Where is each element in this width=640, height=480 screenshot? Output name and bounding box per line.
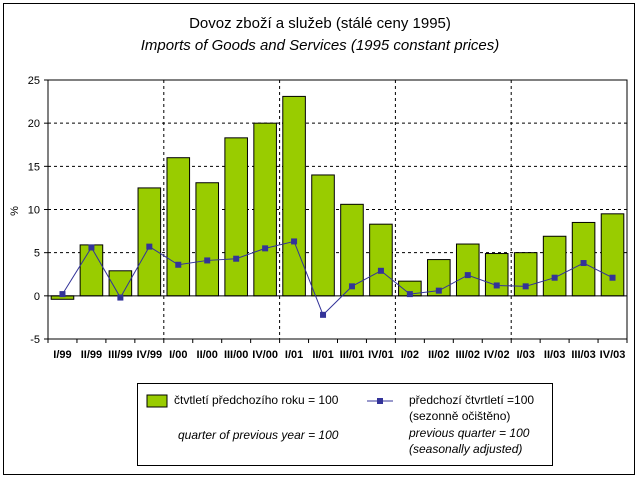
line-path [62, 240, 613, 316]
bar [253, 122, 277, 297]
line-point [377, 267, 384, 274]
x-tick-label: III/01 [340, 349, 364, 361]
axes [44, 79, 628, 343]
y-tick-labels: -5 0 5 10 15 20 25 [28, 75, 40, 346]
x-tick-label: I/02 [401, 349, 419, 361]
line-point [88, 244, 95, 251]
y-axis-label: % [9, 206, 21, 216]
x-tick-label: II/02 [428, 349, 449, 361]
bar [571, 221, 596, 297]
legend-bar-label: čtvtletí předchozího roku = 100 [174, 393, 339, 407]
legend-line-marker [377, 398, 383, 404]
line-point [204, 257, 211, 264]
chart-title: Dovoz zboží a služeb (stálé ceny 1995) [189, 15, 451, 32]
bar [600, 213, 625, 297]
y-tick-label: 15 [28, 161, 40, 173]
bar [484, 253, 509, 297]
bar [282, 95, 306, 297]
y-tick-label: 25 [28, 75, 40, 87]
legend-line-label: předchozí čtvrtletí =100 [409, 393, 535, 407]
y-tick-label: 10 [28, 205, 40, 217]
x-tick-label: II/00 [197, 349, 218, 361]
line-point [146, 243, 153, 250]
legend-bar-swatch [146, 394, 168, 408]
x-tick-label: III/03 [571, 349, 595, 361]
line-point [233, 255, 240, 262]
line-point [117, 294, 124, 301]
line-point [348, 283, 355, 290]
line-point [580, 260, 587, 267]
x-tick-label: II/99 [81, 349, 102, 361]
line-point [262, 245, 269, 252]
line-point [551, 274, 558, 281]
line-point [522, 283, 529, 290]
bar [166, 157, 191, 297]
line-series [59, 238, 616, 318]
x-tick-label: IV/99 [136, 349, 162, 361]
line-point [464, 272, 471, 279]
line-point [406, 291, 413, 298]
y-tick-label: -5 [30, 334, 40, 346]
bar [455, 243, 480, 297]
x-tick-label: I/01 [285, 349, 303, 361]
bar [79, 244, 104, 297]
x-tick-label: III/99 [108, 349, 132, 361]
x-tick-label: IV/00 [252, 349, 278, 361]
line-point [175, 261, 182, 268]
legend-bar-label-en: quarter of previous year = 100 [178, 428, 339, 442]
line-point [609, 274, 616, 281]
line-point [59, 291, 66, 298]
legend: čtvtletí předchozího roku = 100 quarter … [137, 383, 553, 466]
bar [195, 182, 220, 297]
x-tick-label: I/99 [53, 349, 71, 361]
y-tick-label: 0 [34, 291, 40, 303]
bar [542, 235, 567, 297]
bar-series [50, 95, 625, 300]
legend-line-label-2: (sezonně očištěno) [409, 409, 511, 423]
x-tick-label: IV/02 [484, 349, 510, 361]
line-point [435, 287, 442, 294]
line-point [291, 238, 298, 245]
chart-subtitle: Imports of Goods and Services (1995 cons… [140, 37, 500, 54]
x-tick-label: I/03 [516, 349, 534, 361]
x-tick-label: IV/03 [600, 349, 626, 361]
x-tick-label: II/03 [544, 349, 565, 361]
x-tick-label: I/00 [169, 349, 187, 361]
bar [137, 187, 162, 297]
x-tick-labels: I/99 II/99 III/99 IV/99 I/00 II/00 III/00 IV/00… [53, 349, 625, 361]
line-point [320, 311, 327, 318]
x-tick-label: IV/01 [368, 349, 394, 361]
bar [224, 137, 248, 297]
bar [513, 252, 538, 297]
y-tick-label: 5 [34, 248, 40, 260]
bar [369, 223, 393, 297]
bar [311, 174, 335, 297]
legend-line-label-en: previous quarter = 100 [409, 426, 530, 440]
y-tick-label: 20 [28, 118, 40, 130]
x-tick-label: III/02 [456, 349, 480, 361]
legend-line-label-en-2: (seasonally adjusted) [409, 442, 523, 456]
x-tick-label: II/01 [312, 349, 333, 361]
line-point [493, 282, 500, 289]
x-tick-label: III/00 [224, 349, 248, 361]
